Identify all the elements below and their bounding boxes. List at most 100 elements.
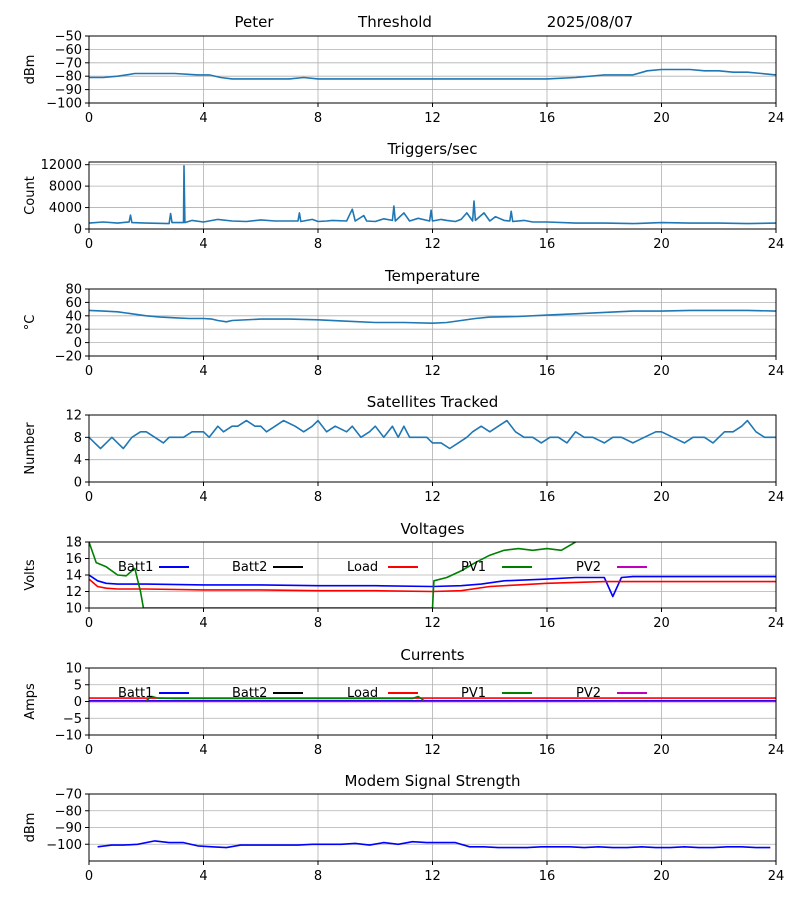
y-tick-label: 12 (65, 585, 82, 600)
x-tick-label: 0 (85, 490, 93, 505)
series-line-load (89, 578, 776, 593)
series-line-triggers (89, 165, 776, 225)
y-tick-label: −80 (55, 70, 82, 85)
panel-triggers: 0 4 8 12 16 20 24 0 4000 8000 12000 Triggers/sec Cou… (23, 140, 784, 252)
x-tick-label: 4 (199, 869, 207, 884)
x-tick-label: 16 (539, 869, 556, 884)
x-tick-label: 12 (424, 364, 441, 379)
panel-satellites: 0 4 8 12 16 20 24 0 4 8 12 Satellites Tracked Number (23, 393, 784, 505)
x-tick-label: 20 (653, 111, 670, 126)
series-line-pv1 (145, 695, 425, 702)
y-tick-label: 18 (65, 536, 82, 551)
x-tick-label: 24 (768, 111, 785, 126)
x-tick-label: 4 (199, 490, 207, 505)
x-tick-label: 20 (653, 869, 670, 884)
y-tick-label: 80 (65, 283, 82, 298)
y-tick-label: 8 (74, 431, 82, 446)
y-tick-label: 0 (74, 695, 82, 710)
series-line-modem (97, 840, 771, 849)
x-tick-label: 12 (424, 743, 441, 758)
x-tick-label: 0 (85, 743, 93, 758)
y-tick-label: 14 (65, 569, 82, 584)
legend-label-load: Load (347, 560, 378, 575)
legend-label-batt2: Batt2 (232, 560, 267, 575)
y-tick-label: 10 (65, 602, 82, 617)
x-tick-label: 0 (85, 111, 93, 126)
x-tick-label: 12 (424, 490, 441, 505)
y-tick-label: 0 (74, 476, 82, 491)
y-tick-label: 12 (65, 409, 82, 424)
x-tick-label: 0 (85, 364, 93, 379)
x-tick-label: 8 (314, 490, 322, 505)
header-date: 2025/08/07 (547, 13, 633, 31)
legend-label-batt1: Batt1 (118, 686, 153, 701)
y-tick-label: 8000 (49, 180, 82, 195)
x-tick-label: 8 (314, 364, 322, 379)
x-tick-label: 0 (85, 237, 93, 252)
y-tick-label: −100 (46, 97, 82, 112)
chart-title: Modem Signal Strength (345, 772, 521, 790)
y-tick-label: 5 (74, 678, 82, 693)
chart-title: Triggers/sec (387, 140, 478, 158)
x-tick-label: 16 (539, 743, 556, 758)
x-tick-label: 12 (424, 616, 441, 631)
x-tick-label: 20 (653, 616, 670, 631)
x-tick-label: 12 (424, 111, 441, 126)
y-tick-label: −20 (55, 350, 82, 365)
x-tick-label: 8 (314, 743, 322, 758)
legend-label-load: Load (347, 686, 378, 701)
y-tick-label: 0 (74, 223, 82, 238)
chart-title: Voltages (400, 520, 464, 538)
legend-label-pv1: PV1 (461, 686, 486, 701)
series-line-batt1 (89, 574, 776, 598)
series-line-satellites (89, 419, 776, 450)
x-tick-label: 4 (199, 743, 207, 758)
x-tick-label: 16 (539, 490, 556, 505)
x-tick-label: 4 (199, 616, 207, 631)
y-tick-label: −70 (55, 788, 82, 803)
x-tick-label: 20 (653, 364, 670, 379)
x-tick-label: 24 (768, 364, 785, 379)
y-tick-label: −80 (55, 804, 82, 819)
x-tick-label: 24 (768, 490, 785, 505)
y-tick-label: −100 (46, 838, 82, 853)
x-tick-label: 8 (314, 237, 322, 252)
legend-label-pv1: PV1 (461, 560, 486, 575)
legend-label-pv2: PV2 (576, 686, 601, 701)
x-tick-label: 12 (424, 869, 441, 884)
y-axis-label: Amps (23, 683, 38, 720)
y-tick-label: 4 (74, 453, 82, 468)
y-tick-label: 0 (74, 336, 82, 351)
y-tick-label: −50 (55, 30, 82, 45)
x-tick-label: 4 (199, 364, 207, 379)
y-tick-label: 16 (65, 552, 82, 567)
x-tick-label: 16 (539, 237, 556, 252)
series-line-temperature (89, 309, 776, 325)
x-tick-label: 8 (314, 111, 322, 126)
x-tick-label: 16 (539, 616, 556, 631)
chart-title: Currents (400, 646, 464, 664)
y-tick-label: 60 (65, 296, 82, 311)
x-tick-label: 8 (314, 869, 322, 884)
series-line-pv1 (89, 542, 577, 608)
legend-label-batt2: Batt2 (232, 686, 267, 701)
legend-label-pv2: PV2 (576, 560, 601, 575)
chart-title: Satellites Tracked (367, 393, 498, 411)
x-tick-label: 20 (653, 743, 670, 758)
x-tick-label: 20 (653, 237, 670, 252)
header-name: Peter (234, 13, 274, 31)
y-tick-label: 12000 (41, 158, 82, 173)
y-axis-label: Count (23, 176, 38, 215)
y-axis-label: dBm (23, 55, 38, 85)
x-tick-label: 16 (539, 111, 556, 126)
x-tick-label: 0 (85, 616, 93, 631)
x-tick-label: 24 (768, 869, 785, 884)
header-mode: Threshold (357, 13, 432, 31)
y-tick-label: −60 (55, 43, 82, 58)
legend-label-batt1: Batt1 (118, 560, 153, 575)
x-tick-label: 8 (314, 616, 322, 631)
y-tick-label: −90 (55, 821, 82, 836)
x-tick-label: 0 (85, 869, 93, 884)
